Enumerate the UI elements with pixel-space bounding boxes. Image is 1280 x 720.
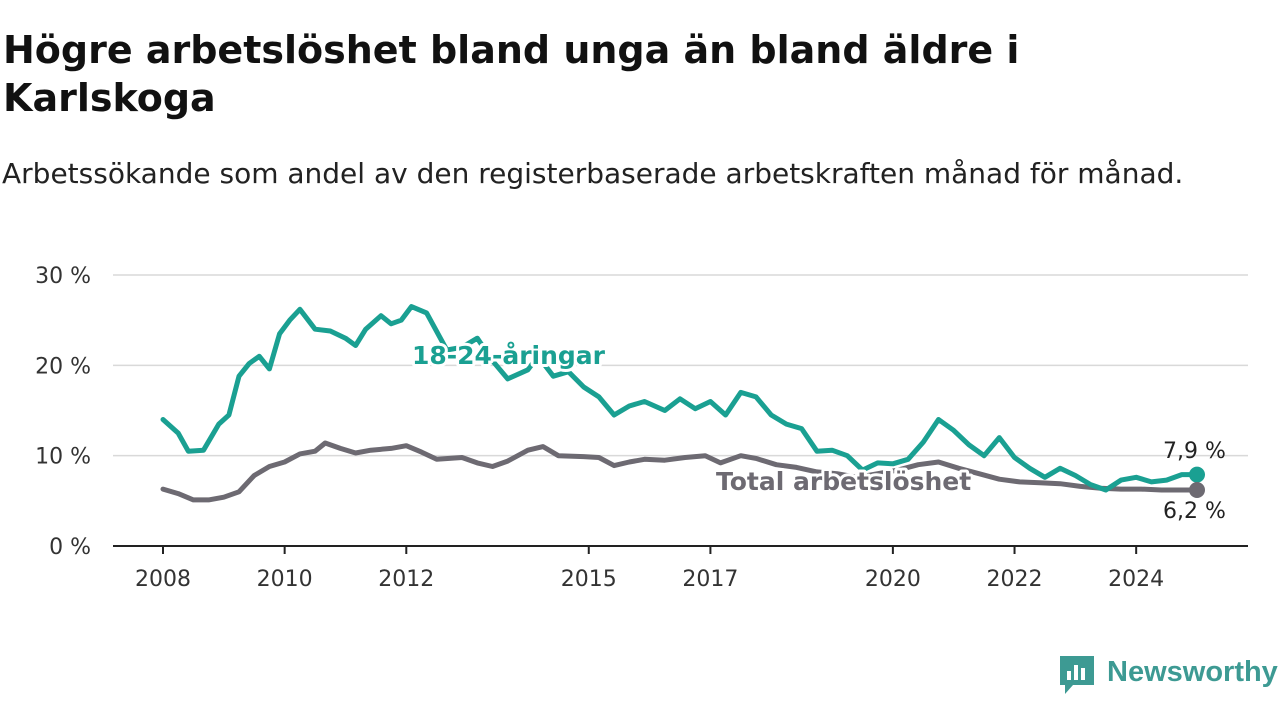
x-tick-label: 2017 <box>682 567 738 592</box>
x-tick-label: 2008 <box>135 567 191 592</box>
x-tick-label: 2022 <box>987 567 1043 592</box>
chart-subtitle: Arbetssökande som andel av den registerb… <box>2 157 1184 190</box>
x-tick-label: 2012 <box>378 567 434 592</box>
newsworthy-logo-text: Newsworthy <box>1107 656 1278 688</box>
x-tick-label: 2020 <box>865 567 921 592</box>
series-label-youth: 18-24-åringar <box>412 341 606 370</box>
y-tick-label: 0 % <box>49 535 91 560</box>
y-tick-label: 10 % <box>35 445 91 470</box>
x-tick-label: 2010 <box>257 567 313 592</box>
end-label-youth: 7,9 % <box>1163 439 1226 464</box>
series-label-total: Total arbetslöshet <box>716 467 971 496</box>
chart-title: Högre arbetslöshet bland unga än bland ä… <box>3 28 1020 120</box>
series-line-total <box>160 440 1200 503</box>
newsworthy-logo-icon <box>1060 656 1094 694</box>
series-line-youth <box>160 304 1200 493</box>
x-tick-label: 2015 <box>561 567 617 592</box>
newsworthy-logo: Newsworthy <box>1058 654 1280 696</box>
line-chart: 0 % 10 % 20 % 30 % 2008 2010 2012 2015 2017 2020 2… <box>35 264 1248 592</box>
y-tick-label: 30 % <box>35 264 91 289</box>
end-point-total <box>1189 481 1205 498</box>
x-tick-label: 2024 <box>1108 567 1164 592</box>
end-point-youth <box>1189 466 1205 483</box>
y-tick-label: 20 % <box>35 354 91 379</box>
end-label-total: 6,2 % <box>1163 499 1226 524</box>
